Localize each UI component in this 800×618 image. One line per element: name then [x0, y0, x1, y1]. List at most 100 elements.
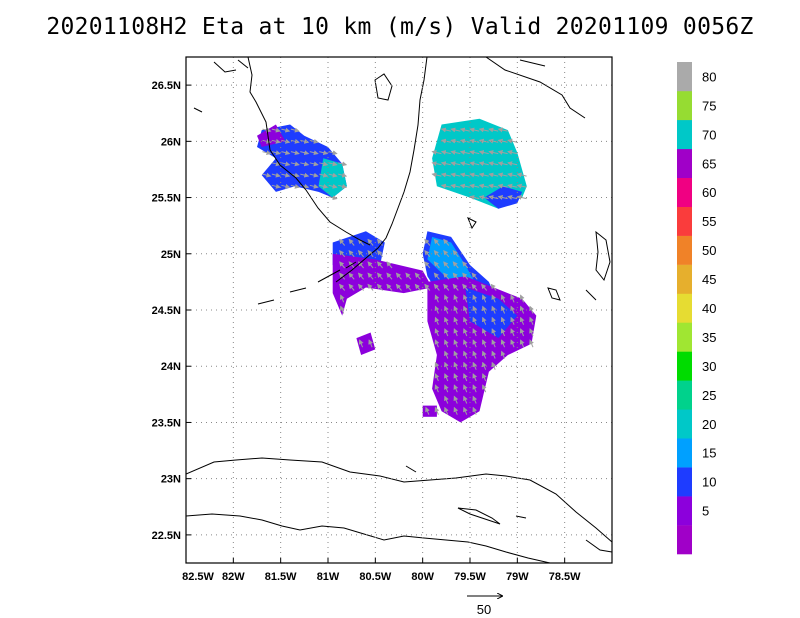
wind-vector	[500, 350, 506, 359]
wind-vector	[491, 350, 497, 359]
wind-vector	[472, 328, 478, 337]
wind-vector	[507, 161, 518, 167]
wind-vector	[472, 350, 478, 359]
wind-vector	[516, 172, 527, 178]
lake-okeechobee	[374, 73, 393, 101]
wind-vector	[471, 272, 478, 280]
wind-vector	[444, 350, 449, 359]
wind-vector	[497, 161, 508, 167]
wind-vector	[463, 384, 468, 393]
wind-vector	[450, 150, 461, 155]
wind-vector	[405, 272, 412, 280]
wind-vector	[481, 373, 487, 382]
wind-vector	[300, 138, 310, 144]
wind-vector	[500, 305, 506, 314]
wind-vector	[491, 305, 497, 314]
wind-vector	[300, 183, 310, 189]
cuba-east-coast	[585, 539, 612, 553]
wind-vector	[481, 384, 487, 393]
lon-tick-label: 78.5W	[549, 571, 581, 583]
wind-vector	[507, 172, 518, 178]
wind-vector	[424, 250, 431, 258]
wind-vector	[433, 283, 440, 291]
plot-frame	[185, 56, 613, 564]
colorbar-label: 20	[702, 417, 716, 432]
colorbar-swatch	[677, 148, 692, 178]
wind-vector	[434, 384, 440, 393]
wind-vector	[444, 406, 449, 415]
wind-vector	[491, 328, 497, 337]
colorbar-swatch	[677, 409, 692, 439]
wind-vector	[367, 272, 374, 280]
wind-vector	[309, 150, 319, 156]
wind-vector	[433, 261, 440, 269]
wind-vector	[510, 339, 515, 348]
wind-vector	[386, 261, 393, 269]
wind-vector	[376, 250, 383, 258]
wind-vector	[453, 316, 459, 325]
wind-vector	[500, 328, 506, 337]
wind-vector	[367, 261, 374, 269]
wind-vector	[529, 316, 534, 325]
wind-vector	[271, 161, 281, 167]
wind-vector	[424, 283, 431, 291]
wind-vector	[443, 261, 450, 269]
wind-vector	[339, 261, 346, 269]
wind-vector	[425, 406, 430, 415]
wind-vector	[478, 161, 489, 167]
wind-vector	[339, 283, 346, 291]
wind-vector	[519, 294, 525, 303]
wind-vector	[519, 316, 525, 325]
cuba-south-coast	[186, 513, 551, 563]
wind-vector	[472, 395, 478, 404]
wind-vector	[478, 127, 489, 133]
wind-vector	[338, 172, 348, 178]
wind-vector	[500, 294, 506, 303]
wind-vector	[290, 127, 300, 133]
wind-vector	[452, 283, 459, 291]
wind-vector	[469, 150, 480, 155]
lat-tick-label: 26N	[161, 136, 181, 148]
wind-vector	[262, 150, 272, 156]
wind-vector	[497, 127, 508, 133]
wind-vector	[472, 384, 478, 393]
wind-vector	[469, 161, 480, 167]
wind-vector	[519, 305, 525, 314]
wind-vector	[507, 150, 518, 155]
wind-vector	[434, 316, 440, 325]
bahamas-north	[485, 57, 586, 119]
wind-vector	[453, 406, 459, 415]
wind-vector	[348, 272, 355, 280]
wind-vector	[338, 183, 348, 189]
wind-vector	[434, 328, 440, 337]
colorbar-label: 40	[702, 301, 716, 316]
colorbar-swatch	[677, 380, 692, 410]
wind-vector	[431, 150, 442, 155]
lat-tick-label: 26.5N	[152, 80, 181, 92]
wind-vector	[433, 238, 440, 246]
wind-vector	[443, 272, 450, 280]
wind-vector	[405, 283, 412, 291]
wind-vector	[453, 361, 459, 370]
wind-vector	[440, 161, 451, 167]
wind-vector	[472, 305, 478, 314]
wind-vector	[452, 272, 459, 280]
wind-vector	[453, 373, 459, 382]
colorbar-swatch	[677, 467, 692, 497]
wind-vector	[271, 138, 281, 144]
colorbar-swatch	[677, 119, 692, 150]
wind-vector	[450, 161, 461, 167]
wind-vector	[444, 316, 449, 325]
wind-vector	[462, 272, 469, 280]
wind-vector	[424, 261, 431, 269]
wind-vector	[453, 294, 459, 303]
wind-vector	[444, 328, 449, 337]
wind-vector	[450, 183, 461, 189]
wind-vector	[453, 328, 459, 337]
wind-vector	[459, 183, 470, 189]
colorbar-label: 50	[702, 243, 716, 258]
wind-vector	[453, 339, 459, 348]
wind-vector	[472, 373, 478, 382]
cay-1	[405, 465, 417, 473]
wind-vector	[376, 272, 383, 280]
